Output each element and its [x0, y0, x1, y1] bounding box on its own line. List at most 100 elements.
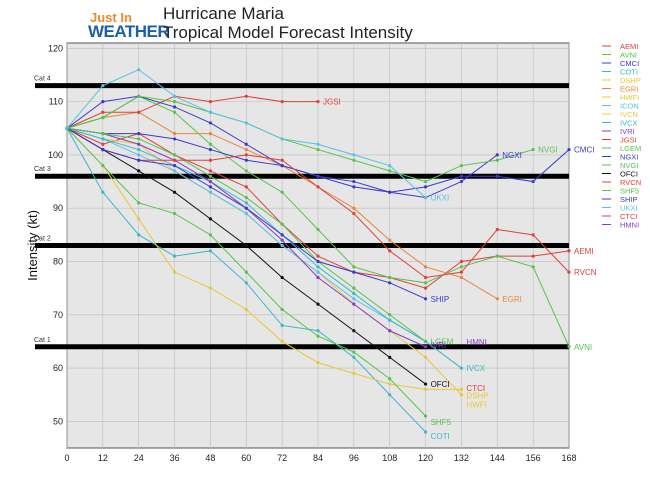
data-point [137, 131, 141, 136]
data-point [352, 158, 356, 162]
data-point [101, 84, 105, 88]
x-tick-label: 24 [134, 453, 144, 463]
data-point [388, 313, 392, 317]
data-point [495, 254, 499, 258]
data-point [244, 121, 248, 125]
legend-label: SHF5 [620, 187, 639, 196]
data-point [208, 158, 213, 162]
data-point [316, 334, 320, 338]
data-point [280, 323, 284, 328]
end-label: IVCX [466, 364, 485, 373]
data-point [208, 121, 213, 125]
data-point [137, 147, 141, 152]
title-line-2: Tropical Model Forecast Intensity [163, 23, 413, 42]
x-tick-label: 156 [526, 453, 541, 463]
y-tick-label: 50 [53, 416, 63, 426]
data-point [280, 163, 284, 168]
data-point [388, 169, 392, 173]
data-point [316, 329, 320, 333]
legend-label: COTI [620, 68, 638, 77]
data-point [137, 68, 141, 72]
x-tick-label: 168 [561, 453, 576, 463]
data-point [172, 169, 177, 173]
legend-label: ICON [620, 102, 639, 111]
data-point [137, 169, 141, 173]
data-point [172, 254, 177, 258]
data-point [423, 281, 428, 285]
data-point [172, 131, 177, 136]
end-label: EGRI [502, 295, 522, 304]
y-tick-label: 90 [53, 203, 63, 213]
x-tick-label: 0 [64, 453, 69, 463]
data-point [172, 137, 177, 141]
data-point [459, 387, 464, 391]
data-point [459, 259, 464, 264]
data-point [172, 211, 177, 216]
data-point [423, 339, 428, 344]
data-point [280, 100, 284, 104]
legend-label: JGSI [620, 136, 637, 145]
data-point [316, 100, 320, 104]
data-point [388, 238, 392, 242]
legend-label: CTCI [620, 212, 638, 221]
data-point [244, 270, 248, 274]
data-point [423, 265, 428, 269]
data-point [208, 190, 213, 194]
data-point [423, 414, 428, 418]
data-point [459, 275, 464, 280]
data-point [101, 137, 105, 141]
data-point [244, 211, 248, 216]
data-point [208, 179, 213, 184]
end-label: AEMI [574, 247, 594, 256]
legend-label: NGXI [620, 153, 638, 162]
data-point [208, 110, 213, 114]
data-point [495, 297, 499, 301]
data-point [531, 254, 535, 258]
end-label: CMCI [574, 146, 594, 155]
data-point [137, 142, 141, 146]
end-label: JGSI [323, 98, 341, 107]
data-point [208, 169, 213, 173]
data-point [280, 137, 284, 141]
data-point [172, 163, 177, 168]
data-point [388, 249, 392, 253]
category-label: Cat 3 [34, 166, 51, 173]
data-point [531, 147, 535, 152]
data-point [567, 270, 571, 274]
data-point [352, 185, 356, 189]
data-point [101, 147, 105, 152]
data-point [172, 190, 177, 194]
data-point [316, 185, 320, 189]
data-point [208, 174, 213, 178]
data-point [208, 131, 213, 136]
x-tick-label: 84 [313, 453, 323, 463]
logo-line-1: Just In [90, 10, 132, 25]
data-point [316, 275, 320, 280]
data-point [280, 233, 284, 237]
data-point [101, 116, 105, 120]
series-line [66, 127, 462, 369]
y-tick-label: 100 [48, 150, 63, 160]
end-label: SHIP [431, 295, 450, 304]
data-point [244, 201, 248, 205]
data-point [280, 158, 284, 162]
data-point [244, 243, 248, 248]
data-point [531, 265, 535, 269]
legend-label: IVRI [620, 127, 635, 136]
data-point [352, 371, 356, 375]
data-point [459, 163, 464, 168]
y-tick-label: 120 [48, 43, 63, 53]
data-point [352, 206, 356, 210]
data-point [208, 233, 213, 237]
data-point [101, 110, 105, 114]
data-point [316, 265, 320, 269]
data-point [208, 217, 213, 221]
data-point [244, 169, 248, 173]
legend-label: LGEM [620, 144, 641, 153]
data-point [280, 243, 284, 248]
data-point [316, 270, 320, 274]
data-point [208, 147, 213, 152]
data-point [495, 174, 499, 178]
data-point [101, 163, 105, 168]
data-point [244, 195, 248, 200]
